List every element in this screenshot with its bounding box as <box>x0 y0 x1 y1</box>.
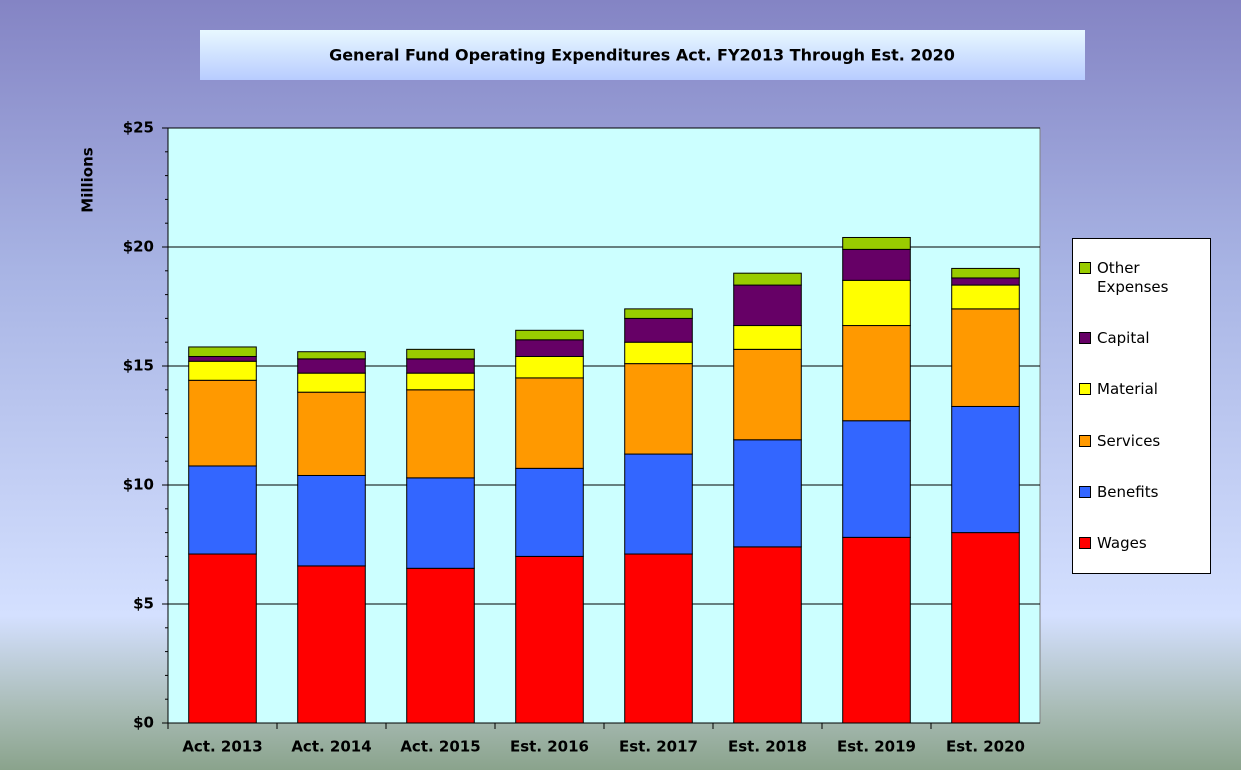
bar-segment <box>406 389 475 479</box>
x-tick-label: Est. 2016 <box>510 738 589 756</box>
legend-swatch <box>1079 383 1091 396</box>
bar-segment <box>733 325 802 350</box>
x-tick-label: Est. 2018 <box>728 738 807 756</box>
bar-segment <box>842 536 911 724</box>
bar-segment <box>733 439 802 548</box>
legend-label: Other Expenses <box>1097 259 1169 297</box>
legend-swatch <box>1079 332 1091 345</box>
legend-swatch <box>1079 434 1091 447</box>
bar-segment <box>842 279 911 327</box>
bar-segment <box>842 236 911 250</box>
bar-segment <box>297 358 366 374</box>
y-tick-label: $0 <box>133 714 154 732</box>
legend-entry: Wages <box>1079 534 1204 553</box>
bar-segment <box>297 391 366 476</box>
bar-segment <box>406 477 475 569</box>
bar-segment <box>951 532 1020 724</box>
bar-segment <box>515 555 584 724</box>
x-tick-label: Est. 2020 <box>946 738 1025 756</box>
bar-segment <box>733 272 802 286</box>
bar-segment <box>624 317 693 343</box>
legend-entry: Benefits <box>1079 483 1204 502</box>
bar-segment <box>297 474 366 567</box>
y-tick-label: $25 <box>123 119 154 137</box>
bar-segment <box>188 360 257 381</box>
legend-entry: Services <box>1079 432 1204 451</box>
y-tick-label: $5 <box>133 595 154 613</box>
x-tick-label: Est. 2017 <box>619 738 698 756</box>
bar-segment <box>297 565 366 724</box>
legend: Other Expenses Capital Material Services Ben… <box>1072 238 1211 574</box>
legend-label: Services <box>1097 431 1161 450</box>
bar-segment <box>188 379 257 467</box>
bar-segment <box>624 341 693 365</box>
legend-label: Benefits <box>1097 482 1159 501</box>
bar-segment <box>624 553 693 724</box>
bar-segment <box>406 372 475 391</box>
bar-segment <box>406 567 475 724</box>
bar-segment <box>406 348 475 360</box>
bar-segment <box>842 325 911 422</box>
bar-segment <box>624 363 693 455</box>
bar-segment <box>188 355 257 362</box>
chart-title: General Fund Operating Expenditures Act.… <box>329 46 955 65</box>
bar-segment <box>733 348 802 441</box>
bar-segment <box>624 453 693 555</box>
legend-entry: Material <box>1079 380 1204 399</box>
y-axis-label: Millions <box>79 147 97 212</box>
bar-segment <box>515 377 584 469</box>
legend-swatch <box>1079 536 1091 549</box>
x-tick-label: Act. 2014 <box>291 738 371 756</box>
bar-segment <box>188 346 257 357</box>
bar-segment <box>733 546 802 724</box>
bar-segment <box>951 267 1020 279</box>
bar-segment <box>188 553 257 724</box>
bar-segment <box>406 358 475 374</box>
bar-segment <box>188 465 257 555</box>
x-tick-label: Act. 2015 <box>400 738 480 756</box>
legend-entry: Capital <box>1079 329 1204 348</box>
bar-segment <box>951 284 1020 310</box>
legend-swatch <box>1079 262 1091 275</box>
bar-segment <box>515 339 584 357</box>
bar-segment <box>842 420 911 538</box>
legend-entry: Other Expenses <box>1079 259 1204 297</box>
bar-segment <box>951 277 1020 286</box>
bar-segment <box>297 372 366 393</box>
bar-segment <box>733 284 802 327</box>
bar-segment <box>624 308 693 319</box>
y-tick-label: $10 <box>123 476 154 494</box>
y-tick-label: $20 <box>123 238 154 256</box>
legend-label: Wages <box>1097 533 1147 552</box>
bar-segment <box>951 405 1020 534</box>
x-tick-label: Est. 2019 <box>837 738 916 756</box>
legend-label: Material <box>1097 380 1158 399</box>
title-box <box>200 30 1085 80</box>
x-tick-label: Act. 2013 <box>182 738 262 756</box>
bar-segment <box>842 248 911 281</box>
legend-label: Capital <box>1097 329 1150 348</box>
bar-segment <box>297 351 366 360</box>
bar-segment <box>515 467 584 557</box>
y-tick-label: $15 <box>123 357 154 375</box>
bar-segment <box>515 355 584 379</box>
legend-swatch <box>1079 485 1091 498</box>
bar-segment <box>951 308 1020 407</box>
bar-segment <box>515 329 584 341</box>
